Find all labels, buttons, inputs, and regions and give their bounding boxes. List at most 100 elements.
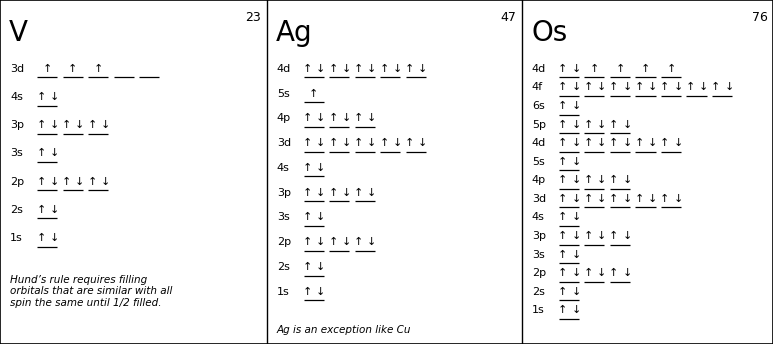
Text: ↑: ↑ bbox=[380, 138, 389, 148]
Text: 3s: 3s bbox=[532, 249, 544, 260]
Text: ↓: ↓ bbox=[316, 237, 325, 247]
Text: ↓: ↓ bbox=[673, 82, 683, 93]
Text: 4d: 4d bbox=[532, 138, 546, 148]
Text: ↓: ↓ bbox=[342, 113, 351, 123]
Text: ↓: ↓ bbox=[367, 138, 376, 148]
Text: ↑: ↑ bbox=[590, 64, 599, 74]
Text: 1s: 1s bbox=[532, 305, 544, 315]
Text: ↓: ↓ bbox=[393, 64, 402, 74]
Text: ↓: ↓ bbox=[367, 64, 376, 74]
Text: ↓: ↓ bbox=[100, 120, 110, 130]
Text: 6s: 6s bbox=[532, 101, 544, 111]
Text: ↓: ↓ bbox=[316, 212, 325, 223]
Text: ↓: ↓ bbox=[673, 138, 683, 148]
Text: ↓: ↓ bbox=[418, 64, 427, 74]
Text: ↓: ↓ bbox=[597, 138, 606, 148]
Text: ↑: ↑ bbox=[36, 92, 46, 102]
Text: ↑: ↑ bbox=[660, 194, 669, 204]
Text: ↓: ↓ bbox=[49, 233, 59, 243]
Text: ↑: ↑ bbox=[405, 64, 414, 74]
Text: ↑: ↑ bbox=[609, 231, 618, 241]
Text: 1s: 1s bbox=[10, 233, 22, 243]
Text: ↓: ↓ bbox=[597, 231, 606, 241]
Text: Ag: Ag bbox=[276, 19, 312, 47]
Text: 4d: 4d bbox=[532, 64, 546, 74]
Text: ↑: ↑ bbox=[558, 268, 567, 278]
Text: ↓: ↓ bbox=[622, 231, 632, 241]
Text: ↑: ↑ bbox=[62, 120, 71, 130]
Text: ↓: ↓ bbox=[342, 187, 351, 198]
Text: 3p: 3p bbox=[10, 120, 24, 130]
Text: ↑: ↑ bbox=[584, 175, 593, 185]
Text: ↓: ↓ bbox=[673, 194, 683, 204]
Text: ↑: ↑ bbox=[558, 212, 567, 223]
Text: ↑: ↑ bbox=[558, 194, 567, 204]
Text: ↓: ↓ bbox=[648, 138, 657, 148]
Text: 5p: 5p bbox=[532, 119, 546, 130]
Text: ↓: ↓ bbox=[316, 187, 325, 198]
Text: ↑: ↑ bbox=[609, 138, 618, 148]
Text: ↑: ↑ bbox=[666, 64, 676, 74]
Text: 76: 76 bbox=[751, 11, 768, 24]
Text: ↑: ↑ bbox=[558, 157, 567, 167]
Text: 3p: 3p bbox=[277, 187, 291, 198]
Text: ↑: ↑ bbox=[558, 64, 567, 74]
Text: ↑: ↑ bbox=[635, 138, 644, 148]
Text: ↑: ↑ bbox=[380, 64, 389, 74]
Text: ↑: ↑ bbox=[354, 138, 363, 148]
Text: ↑: ↑ bbox=[68, 64, 77, 74]
Text: ↑: ↑ bbox=[329, 64, 338, 74]
Text: ↑: ↑ bbox=[615, 64, 625, 74]
Text: 3p: 3p bbox=[532, 231, 546, 241]
Text: ↓: ↓ bbox=[597, 82, 606, 93]
Text: Ag is an exception like Cu: Ag is an exception like Cu bbox=[277, 325, 411, 335]
Text: ↑: ↑ bbox=[558, 119, 567, 130]
Text: ↓: ↓ bbox=[367, 187, 376, 198]
Text: 3d: 3d bbox=[10, 64, 24, 74]
Text: ↓: ↓ bbox=[49, 176, 59, 187]
Text: Hund’s rule requires filling
orbitals that are similar with all
spin the same un: Hund’s rule requires filling orbitals th… bbox=[10, 275, 172, 308]
Text: ↑: ↑ bbox=[303, 287, 312, 297]
Text: 3s: 3s bbox=[10, 148, 22, 159]
Text: ↑: ↑ bbox=[87, 120, 97, 130]
Text: Os: Os bbox=[531, 19, 567, 47]
Text: ↓: ↓ bbox=[367, 113, 376, 123]
Text: 47: 47 bbox=[500, 11, 516, 24]
Text: ↓: ↓ bbox=[393, 138, 402, 148]
Text: 23: 23 bbox=[246, 11, 261, 24]
Text: 2p: 2p bbox=[10, 176, 24, 187]
Text: ↑: ↑ bbox=[36, 176, 46, 187]
Text: ↓: ↓ bbox=[597, 175, 606, 185]
Text: 2s: 2s bbox=[10, 205, 23, 215]
Text: ↑: ↑ bbox=[584, 138, 593, 148]
Text: ↓: ↓ bbox=[571, 305, 581, 315]
Text: ↑: ↑ bbox=[303, 64, 312, 74]
Text: ↑: ↑ bbox=[584, 268, 593, 278]
Text: ↓: ↓ bbox=[49, 120, 59, 130]
Text: ↓: ↓ bbox=[648, 194, 657, 204]
Text: ↑: ↑ bbox=[87, 176, 97, 187]
Text: ↑: ↑ bbox=[711, 82, 720, 93]
Text: ↑: ↑ bbox=[329, 138, 338, 148]
Text: 5s: 5s bbox=[277, 88, 289, 99]
Text: ↑: ↑ bbox=[94, 64, 103, 74]
Text: ↑: ↑ bbox=[354, 187, 363, 198]
Text: ↑: ↑ bbox=[558, 231, 567, 241]
Text: ↓: ↓ bbox=[49, 92, 59, 102]
Text: ↓: ↓ bbox=[316, 64, 325, 74]
Text: ↑: ↑ bbox=[609, 175, 618, 185]
Text: 3d: 3d bbox=[532, 194, 546, 204]
Text: ↓: ↓ bbox=[571, 194, 581, 204]
Text: ↑: ↑ bbox=[329, 237, 338, 247]
Text: ↑: ↑ bbox=[635, 82, 644, 93]
Text: ↓: ↓ bbox=[100, 176, 110, 187]
Text: ↓: ↓ bbox=[75, 176, 84, 187]
Text: ↑: ↑ bbox=[43, 64, 52, 74]
Text: ↑: ↑ bbox=[405, 138, 414, 148]
Text: ↓: ↓ bbox=[622, 175, 632, 185]
Text: 3s: 3s bbox=[277, 212, 289, 223]
Text: ↓: ↓ bbox=[418, 138, 427, 148]
Text: ↓: ↓ bbox=[367, 237, 376, 247]
Text: ↑: ↑ bbox=[354, 64, 363, 74]
Text: ↓: ↓ bbox=[622, 268, 632, 278]
